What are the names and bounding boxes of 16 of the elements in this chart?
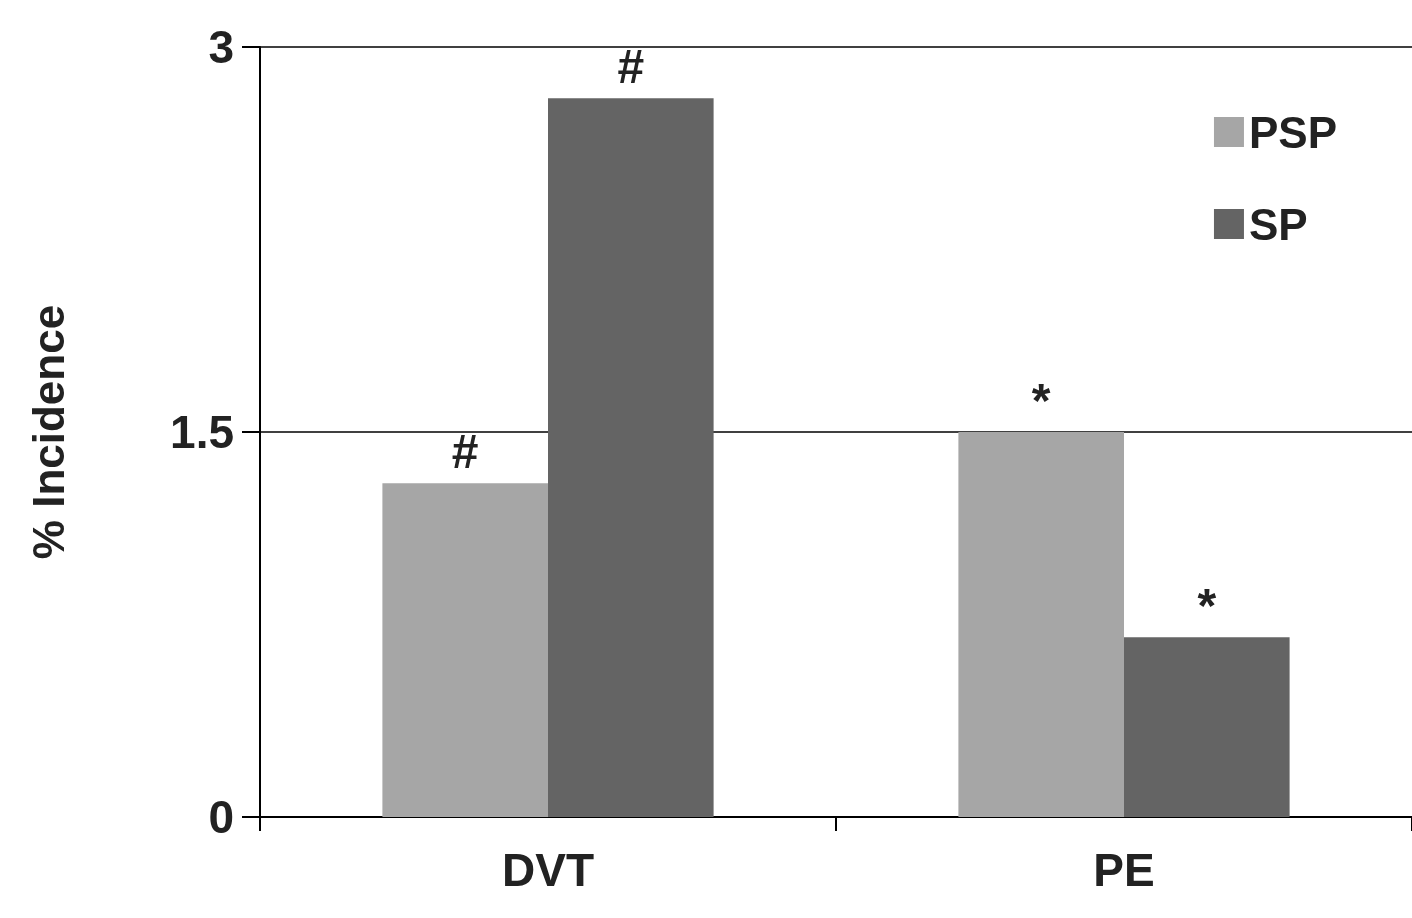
legend-label: SP bbox=[1248, 199, 1308, 249]
legend-label: PSP bbox=[1248, 107, 1337, 157]
y-tick-label: 0 bbox=[208, 791, 234, 843]
annotation: # bbox=[451, 424, 479, 478]
y-tick-label: 1.5 bbox=[170, 406, 234, 458]
y-axis-title: % Incidence bbox=[23, 304, 73, 560]
y-tick-label: 3 bbox=[208, 21, 234, 73]
bar bbox=[548, 98, 714, 817]
bar bbox=[1124, 637, 1290, 817]
annotation: # bbox=[617, 39, 645, 93]
annotation: * bbox=[1197, 578, 1217, 632]
bar bbox=[958, 432, 1124, 817]
annotation: * bbox=[1031, 373, 1051, 427]
x-tick-label: PE bbox=[1093, 844, 1155, 896]
bar bbox=[382, 483, 548, 817]
x-tick-label: DVT bbox=[502, 844, 594, 896]
